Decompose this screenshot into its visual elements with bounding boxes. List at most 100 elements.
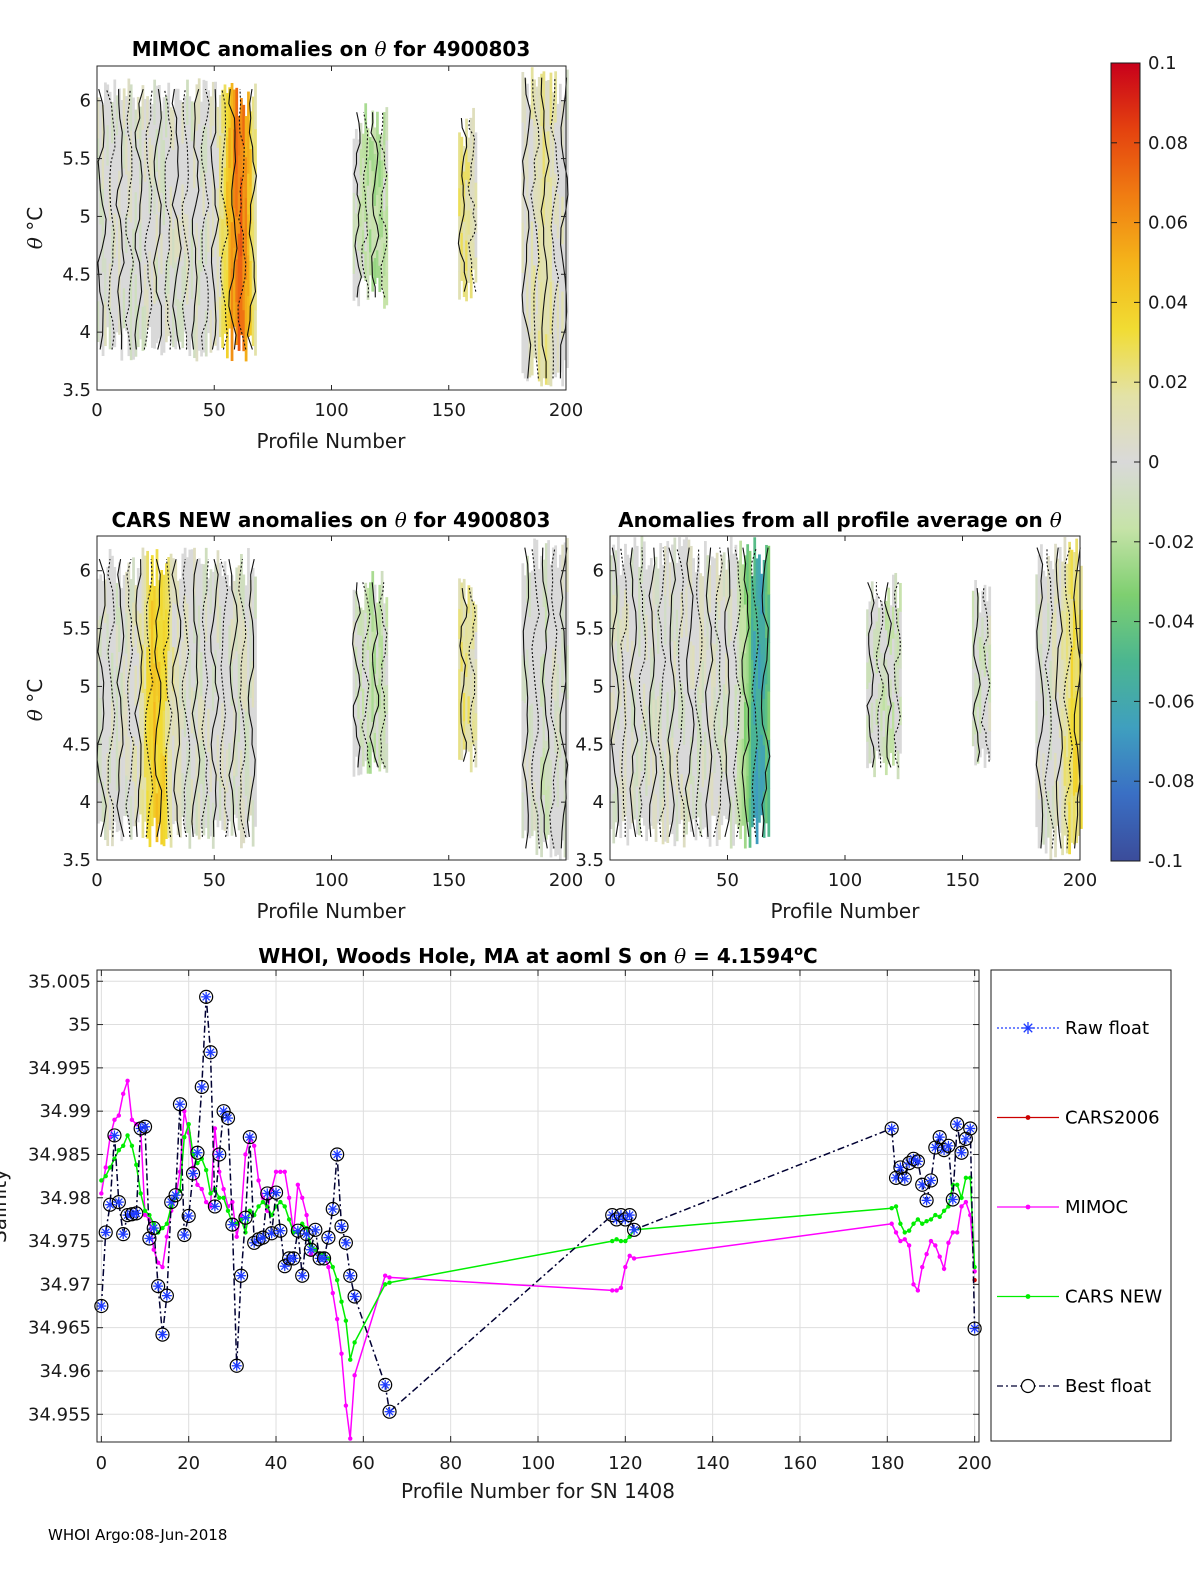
heatmap-cell <box>378 584 382 617</box>
heatmap-cell <box>108 306 112 350</box>
heatmap-cell <box>610 691 613 738</box>
heatmap-cell <box>1042 616 1046 663</box>
heatmap-cell <box>108 134 112 178</box>
heatmap-cell <box>762 744 766 792</box>
heatmap-cell <box>240 216 243 257</box>
heatmap-cell <box>530 703 534 748</box>
heatmap-cell <box>244 711 248 754</box>
heatmap-cell <box>739 739 742 790</box>
heatmap-cell <box>701 744 705 788</box>
heatmap-cell <box>566 805 569 860</box>
raw-float-marker <box>629 1224 640 1235</box>
heatmap-cell <box>200 651 203 697</box>
heatmap-cell <box>659 775 663 822</box>
heatmap-cell <box>172 149 175 190</box>
raw-float-marker <box>934 1132 945 1143</box>
heatmap-cell <box>722 771 726 816</box>
heatmap-cell <box>638 745 641 791</box>
heatmap-cell <box>1068 541 1071 595</box>
raw-float-marker <box>192 1147 203 1158</box>
heatmap-cell <box>160 570 164 617</box>
heatmap-cell <box>176 172 180 216</box>
heatmap-cell <box>235 216 239 260</box>
y-tick-label: 4.5 <box>62 734 91 755</box>
heatmap-cell <box>642 777 646 826</box>
x-tick-label: 200 <box>549 870 583 891</box>
heatmap-cell <box>743 652 747 703</box>
heatmap-cell <box>160 798 164 845</box>
heatmap-cell <box>190 180 194 221</box>
heatmap-cell <box>720 555 724 601</box>
heatmap-cell <box>1068 697 1071 751</box>
heatmap-cell <box>359 663 363 692</box>
heatmap-cell <box>626 603 630 652</box>
heatmap-cell <box>610 737 613 784</box>
heatmap-cell <box>1065 708 1069 757</box>
heatmap-cell <box>866 635 869 663</box>
heatmap-cell <box>214 125 217 171</box>
heatmap-cell <box>216 596 220 643</box>
heatmap-cell <box>143 263 147 306</box>
heatmap-cell <box>376 111 379 140</box>
heatmap-cell <box>378 134 382 161</box>
heatmap-cell <box>558 605 562 657</box>
heatmap-cell <box>765 591 768 639</box>
colorbar-tick-label: 0.02 <box>1148 372 1188 393</box>
heatmap-cell <box>216 688 220 736</box>
heatmap-cell <box>563 594 567 648</box>
heatmap-cell <box>652 656 656 700</box>
heatmap-cell <box>760 774 764 816</box>
heatmap-cell <box>892 574 895 607</box>
heatmap-cell <box>971 668 975 695</box>
heatmap-cell <box>682 539 686 592</box>
contour-line <box>370 112 380 298</box>
heatmap-cell <box>207 578 210 623</box>
cars-new-point <box>103 1173 108 1179</box>
heatmap-cell <box>877 708 881 734</box>
heatmap-cell <box>736 604 740 651</box>
heatmap-cell <box>1070 744 1074 795</box>
x-tick-label: 100 <box>314 400 348 421</box>
heatmap-cell <box>544 592 548 643</box>
cars-new-point <box>348 1357 353 1362</box>
heatmap-cell <box>1063 636 1067 687</box>
heatmap-cell <box>122 287 126 329</box>
raw-float-star-stroke <box>625 1211 634 1220</box>
heatmap-cell <box>146 134 149 174</box>
heatmap-cell <box>1065 756 1069 806</box>
heatmap-cell <box>244 320 248 362</box>
heatmap-cell <box>218 562 222 607</box>
y-tick-label: 34.955 <box>28 1404 91 1425</box>
heatmap-cell <box>981 643 985 670</box>
heatmap-cell <box>561 148 565 197</box>
heatmap-cell <box>141 262 145 307</box>
heatmap-cell <box>739 540 742 591</box>
cars-new-point <box>107 1165 113 1170</box>
heatmap-cell <box>635 738 639 787</box>
best-float-marker <box>950 1117 965 1132</box>
heatmap-cell <box>111 700 114 750</box>
raw-float-marker <box>131 1208 142 1219</box>
contour-line <box>1063 547 1073 849</box>
heatmap-cell <box>896 608 900 637</box>
heatmap-cell <box>1075 639 1079 692</box>
best-float-marker <box>277 1259 292 1274</box>
heatmap-cell <box>732 650 735 700</box>
heatmap-cell <box>694 750 698 796</box>
raw-float-star-stroke <box>381 1380 390 1389</box>
heatmap-cell <box>193 315 196 359</box>
heatmap-cell <box>134 625 138 666</box>
heatmap-cell <box>868 655 872 683</box>
heatmap-cell <box>240 255 243 296</box>
heatmap-cell <box>129 622 133 667</box>
heatmap-cell <box>1058 594 1062 643</box>
heatmap-cell <box>99 656 103 699</box>
best-float-marker <box>919 1193 934 1208</box>
x-tick-label: 140 <box>695 1453 729 1474</box>
heatmap-cell <box>1051 612 1055 657</box>
legend-label: MIMOC <box>1065 1197 1128 1218</box>
heatmap-cell <box>561 692 565 742</box>
heatmap-cell <box>225 618 229 663</box>
heatmap-cell <box>753 677 757 725</box>
heatmap-cell <box>155 171 159 215</box>
